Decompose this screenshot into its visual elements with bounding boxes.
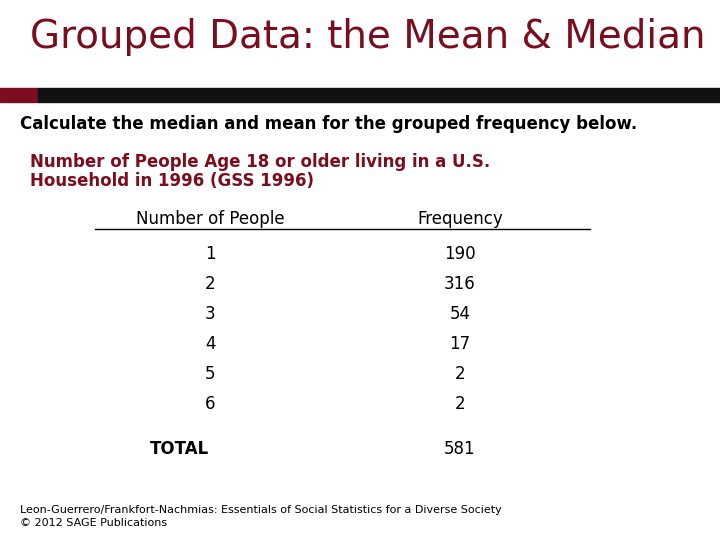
Text: Number of People: Number of People: [135, 210, 284, 228]
Text: 5: 5: [204, 365, 215, 383]
Text: Grouped Data: the Mean & Median: Grouped Data: the Mean & Median: [30, 18, 706, 56]
Text: 190: 190: [444, 245, 476, 263]
Text: © 2012 SAGE Publications: © 2012 SAGE Publications: [20, 518, 167, 528]
Text: 2: 2: [455, 365, 465, 383]
Bar: [38, 88, 720, 102]
Text: 4: 4: [204, 335, 215, 353]
Text: 54: 54: [449, 305, 470, 323]
Text: 3: 3: [204, 305, 215, 323]
Text: 581: 581: [444, 440, 476, 458]
Text: 316: 316: [444, 275, 476, 293]
Text: Number of People Age 18 or older living in a U.S.: Number of People Age 18 or older living …: [30, 153, 490, 171]
Text: 6: 6: [204, 395, 215, 413]
Text: Frequency: Frequency: [417, 210, 503, 228]
Text: Calculate the median and mean for the grouped frequency below.: Calculate the median and mean for the gr…: [20, 115, 637, 133]
Text: Leon-Guerrero/Frankfort-Nachmias: Essentials of Social Statistics for a Diverse : Leon-Guerrero/Frankfort-Nachmias: Essent…: [20, 505, 502, 515]
Text: 2: 2: [204, 275, 215, 293]
Text: 2: 2: [455, 395, 465, 413]
Bar: [0, 88, 38, 102]
Text: 17: 17: [449, 335, 471, 353]
Text: 1: 1: [204, 245, 215, 263]
Text: TOTAL: TOTAL: [150, 440, 210, 458]
Text: Household in 1996 (GSS 1996): Household in 1996 (GSS 1996): [30, 172, 314, 190]
